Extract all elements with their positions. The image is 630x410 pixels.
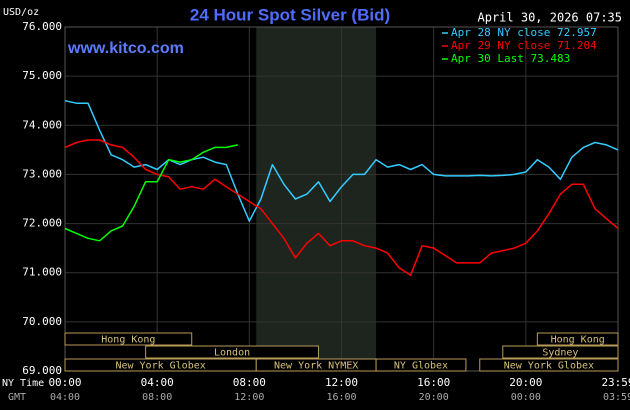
session-label: Sydney — [542, 348, 578, 359]
x-tick-label: 08:00 — [233, 376, 266, 389]
legend-label: Apr 30 Last 73.483 — [451, 52, 570, 65]
timestamp: April 30, 2026 07:35 — [478, 11, 623, 25]
x-tick-label-gmt: 12:00 — [234, 392, 264, 403]
session-label: Hong Kong — [101, 335, 155, 346]
y-tick-label: 75.000 — [22, 69, 62, 82]
session-label: New York NYMEX — [274, 361, 358, 372]
legend-label: Apr 29 NY close 71.204 — [451, 39, 597, 52]
series-line — [64, 99, 619, 222]
x-row-label: GMT — [8, 392, 26, 403]
x-tick-label: 23:59 — [601, 376, 630, 389]
session-box — [64, 332, 193, 346]
x-tick-label: 20:00 — [509, 376, 542, 389]
session-box — [479, 358, 619, 372]
y-tick-label: 69.000 — [22, 364, 62, 377]
legend-label: Apr 28 NY close 72.957 — [451, 26, 597, 39]
x-tick-label: 04:00 — [141, 376, 174, 389]
y-tick-label: 74.000 — [22, 118, 62, 131]
x-tick-label: 12:00 — [325, 376, 358, 389]
series-line — [64, 139, 619, 276]
series-line — [64, 144, 238, 242]
x-tick-label-gmt: 16:00 — [326, 392, 356, 403]
y-tick-label: 71.000 — [22, 266, 62, 279]
session-label: New York Globex — [115, 361, 205, 372]
session-label: Hong Kong — [551, 335, 605, 346]
y-axis-label: USD/oz — [3, 7, 39, 18]
y-tick-label: 70.000 — [22, 315, 62, 328]
session-box — [145, 345, 319, 359]
x-tick-label-gmt: 03:59 — [603, 392, 630, 403]
session-box — [536, 332, 619, 346]
y-tick-label: 73.000 — [22, 167, 62, 180]
watermark: www.kitco.com — [67, 40, 184, 57]
x-row-label: NY Time — [2, 378, 44, 389]
session-box — [375, 358, 467, 372]
chart-title: 24 Hour Spot Silver (Bid) — [190, 5, 390, 24]
x-tick-label-gmt: 08:00 — [142, 392, 172, 403]
y-tick-label: 76.000 — [22, 20, 62, 33]
session-label: London — [214, 348, 250, 359]
session-shade — [256, 27, 377, 371]
x-tick-label: 16:00 — [417, 376, 450, 389]
x-tick-label-gmt: 00:00 — [511, 392, 541, 403]
session-box — [502, 345, 619, 359]
x-tick-label-gmt: 20:00 — [419, 392, 449, 403]
x-tick-label: 00:00 — [48, 376, 81, 389]
session-label: New York Globex — [504, 361, 594, 372]
y-tick-label: 72.000 — [22, 217, 62, 230]
session-label: NY Globex — [394, 361, 448, 372]
x-tick-label-gmt: 04:00 — [50, 392, 80, 403]
